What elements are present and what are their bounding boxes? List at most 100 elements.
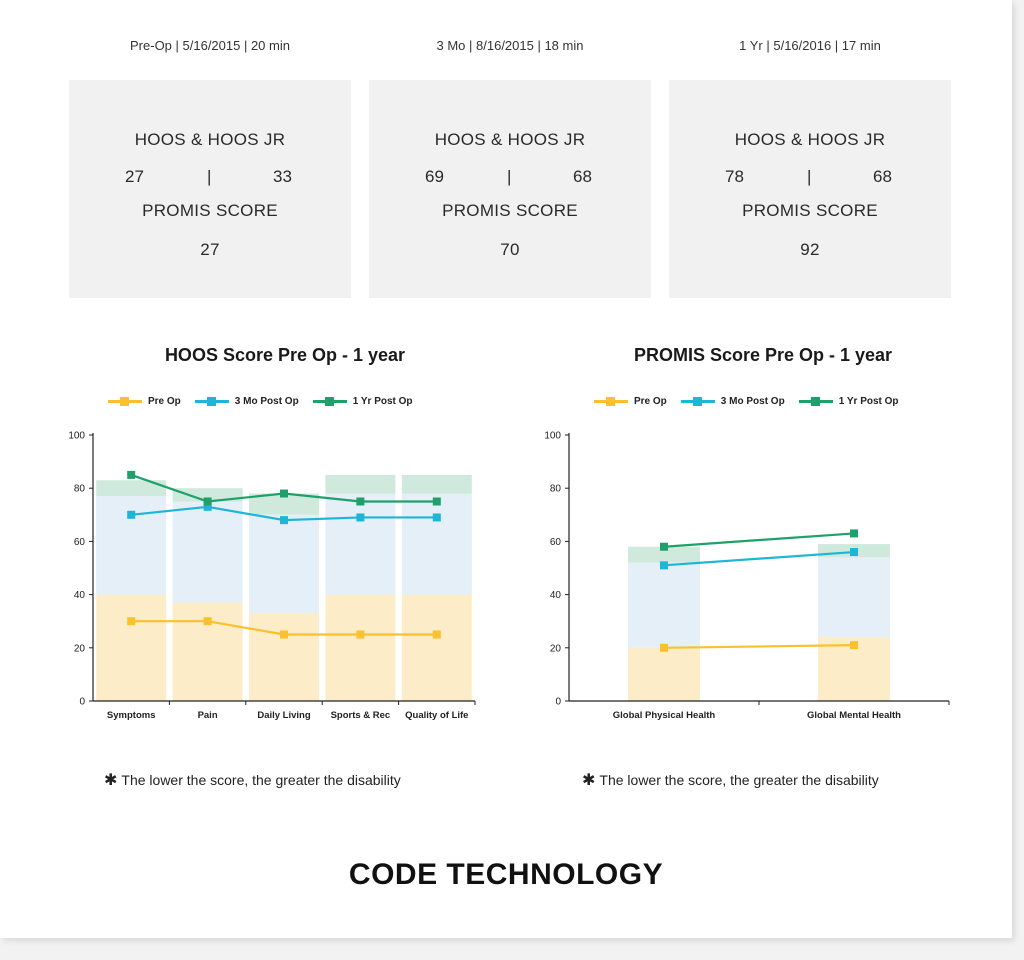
band-3mo xyxy=(172,501,243,603)
data-point-3-mo-post-op xyxy=(127,510,136,519)
score-card-1yr: HOOS & HOOS JR 78 | 68 PROMIS SCORE 92 xyxy=(669,80,951,298)
y-tick-label: 60 xyxy=(550,537,562,548)
hoos-footnote: ✱ The lower the score, the greater the di… xyxy=(104,770,401,790)
x-tick-label-quality-of-life: Quality of Life xyxy=(405,710,468,721)
brand-wordmark: CODE TECHNOLOGY xyxy=(348,858,664,891)
hoos-chart-title: HOOS Score Pre Op - 1 year xyxy=(164,345,406,365)
data-point-3-mo-post-op xyxy=(280,516,288,525)
score-card-3mo: HOOS & HOOS JR 69 | 68 PROMIS SCORE 70 xyxy=(369,80,651,298)
band-3mo xyxy=(249,514,319,614)
band-1yr xyxy=(172,488,243,502)
legend-swatch-pre-op xyxy=(108,396,142,406)
footnote-text: The lower the score, the greater the dis… xyxy=(121,772,401,788)
promis-chart-legend: Pre Op 3 Mo Post Op 1 Yr Post Op xyxy=(594,392,899,410)
data-point-pre-op xyxy=(280,630,288,639)
legend-swatch-3mo xyxy=(680,396,715,406)
asterisk-icon: ✱ xyxy=(104,772,118,789)
data-point-1-yr-post-op xyxy=(432,497,441,506)
series-line-pre-op xyxy=(663,644,855,649)
y-tick-label: 100 xyxy=(68,431,85,442)
y-tick-label: 80 xyxy=(74,484,86,495)
hoos-label: HOOS & HOOS JR xyxy=(434,130,586,149)
legend-item-pre-op: Pre Op xyxy=(108,396,181,407)
promis-label: PROMIS SCORE xyxy=(142,201,278,220)
hoos-score: 78 xyxy=(725,167,744,186)
data-point-1-yr-post-op xyxy=(850,529,858,538)
legend-label-3mo: 3 Mo Post Op xyxy=(234,395,299,407)
x-tick-label-sports-rec: Sports & Rec xyxy=(331,710,391,721)
band-3mo xyxy=(401,493,472,595)
band-pre-op xyxy=(325,594,396,701)
legend-item-1yr: 1 Yr Post Op xyxy=(312,395,413,407)
data-point-1-yr-post-op xyxy=(203,497,212,506)
y-tick-label: 100 xyxy=(544,431,561,442)
legend-label-pre-op: Pre Op xyxy=(634,395,667,407)
band-1yr xyxy=(249,493,319,515)
x-tick-label-pain: Pain xyxy=(198,710,218,721)
band-pre-op xyxy=(249,613,319,701)
hoos-score: 27 xyxy=(125,167,144,186)
hoos-label: HOOS & HOOS JR xyxy=(134,130,286,149)
hoos-chart-legend: Pre Op 3 Mo Post Op 1 Yr Post Op xyxy=(108,392,413,410)
x-tick-label-global-physical-health: Global Physical Health xyxy=(613,710,716,721)
data-point-pre-op xyxy=(850,641,858,650)
hoos-label: HOOS & HOOS JR xyxy=(734,130,886,149)
legend-item-pre-op: Pre Op xyxy=(594,396,667,407)
promis-label: PROMIS SCORE xyxy=(742,201,878,220)
band-pre-op xyxy=(628,647,700,701)
data-point-3-mo-post-op xyxy=(850,548,858,557)
session-header-preop: Pre-Op | 5/16/2015 | 20 min xyxy=(130,38,290,53)
legend-swatch-3mo xyxy=(194,396,229,406)
promis-line-chart: 0 20 40 60 80 100 Global Physical Health Global… xyxy=(544,431,950,721)
score-card-preop: HOOS & HOOS JR 27 | 33 PROMIS SCORE 27 xyxy=(69,80,351,298)
promis-score: 70 xyxy=(500,240,520,259)
data-point-1-yr-post-op xyxy=(660,542,668,551)
hoos-jr-score: 33 xyxy=(273,167,292,186)
data-point-pre-op xyxy=(127,617,136,626)
data-point-3-mo-post-op xyxy=(203,502,212,511)
data-point-1-yr-post-op xyxy=(280,489,288,498)
y-tick-label: 0 xyxy=(555,697,561,708)
legend-swatch-1yr xyxy=(312,396,347,406)
band-3mo xyxy=(325,493,396,595)
asterisk-icon: ✱ xyxy=(582,772,596,789)
score-separator: | xyxy=(207,167,212,186)
data-point-3-mo-post-op xyxy=(432,513,441,522)
footnote-text: The lower the score, the greater the dis… xyxy=(599,772,879,788)
legend-swatch-1yr xyxy=(798,396,833,406)
legend-label-1yr: 1 Yr Post Op xyxy=(352,395,413,407)
band-1yr xyxy=(628,546,700,563)
legend-label-pre-op: Pre Op xyxy=(148,395,181,407)
band-1yr xyxy=(401,474,472,494)
series-line-3-mo-post-op xyxy=(663,550,855,567)
report-page: Pre-Op | 5/16/2015 | 20 min 3 Mo | 8/16/… xyxy=(0,0,1012,938)
data-point-3-mo-post-op xyxy=(660,561,668,570)
y-tick-label: 40 xyxy=(550,590,562,601)
legend-swatch-pre-op xyxy=(594,396,628,406)
x-tick-label-symptoms: Symptoms xyxy=(107,710,156,721)
legend-item-1yr: 1 Yr Post Op xyxy=(798,396,899,407)
data-point-pre-op xyxy=(432,630,441,639)
promis-chart-title: PROMIS Score Pre Op - 1 year xyxy=(633,345,893,365)
data-point-pre-op xyxy=(356,630,365,639)
y-tick-label: 20 xyxy=(550,643,562,654)
band-pre-op xyxy=(96,594,167,701)
promis-label: PROMIS SCORE xyxy=(442,201,578,220)
score-separator: | xyxy=(507,167,512,186)
band-pre-op xyxy=(401,594,472,701)
score-separator: | xyxy=(807,167,812,186)
y-tick-label: 60 xyxy=(74,537,86,548)
data-point-1-yr-post-op xyxy=(356,497,365,506)
legend-item-3mo: 3 Mo Post Op xyxy=(194,395,299,407)
data-point-1-yr-post-op xyxy=(127,470,136,479)
y-tick-label: 40 xyxy=(74,590,86,601)
data-point-3-mo-post-op xyxy=(356,513,365,522)
band-1yr xyxy=(325,474,396,494)
hoos-jr-score: 68 xyxy=(573,167,592,186)
data-point-pre-op xyxy=(660,643,668,652)
promis-score: 92 xyxy=(800,240,820,259)
hoos-jr-score: 68 xyxy=(873,167,892,186)
hoos-line-chart: 0 20 40 60 80 100 Symptoms Pain Daily Living Spor… xyxy=(68,431,476,721)
session-header-1yr: 1 Yr | 5/16/2016 | 17 min xyxy=(739,38,881,53)
y-tick-label: 20 xyxy=(74,643,86,654)
